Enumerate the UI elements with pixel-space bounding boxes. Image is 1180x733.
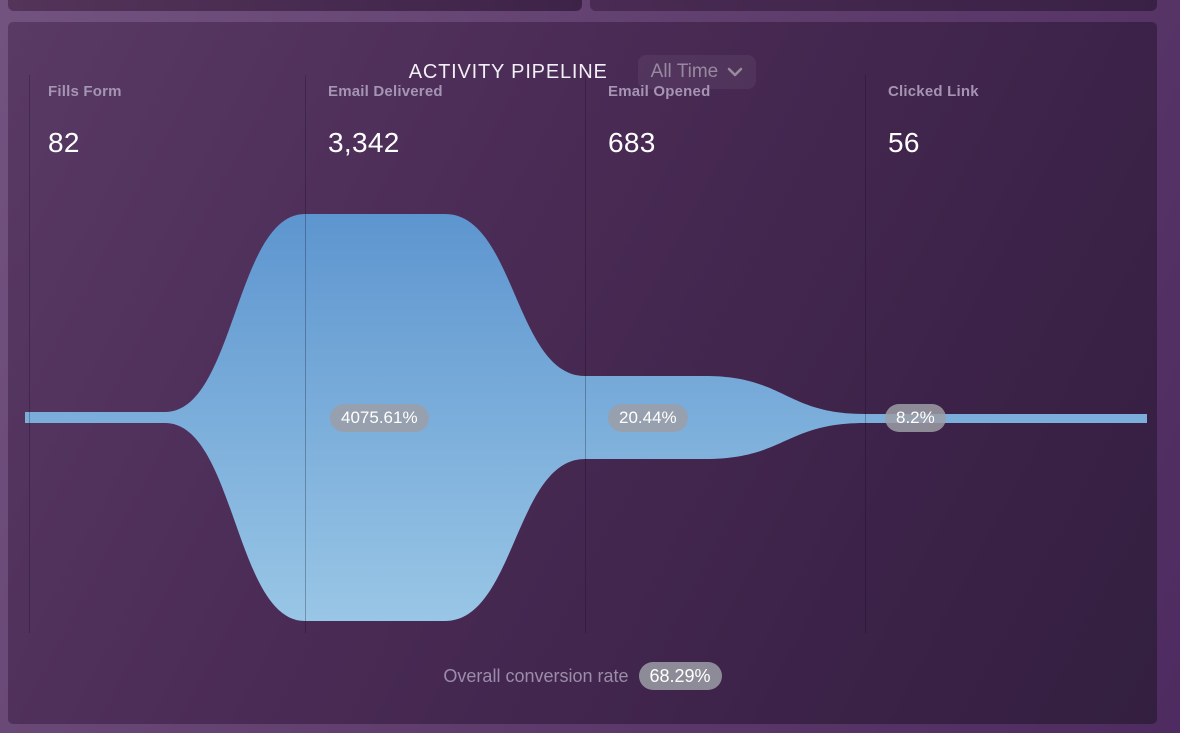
stage-fills-form: Fills Form 82 — [48, 83, 122, 159]
stage-label: Email Delivered — [328, 83, 443, 100]
activity-pipeline-card: ACTIVITY PIPELINE All Time Fills Form 82… — [8, 22, 1157, 724]
overall-conversion-label: Overall conversion rate — [443, 665, 629, 686]
overall-conversion-row: Overall conversion rate 68.29% — [8, 662, 1157, 690]
funnel-area — [25, 214, 1147, 621]
stage-divider-2 — [305, 75, 306, 633]
stage-clicked-link: Clicked Link 56 — [888, 83, 979, 159]
time-filter-value: All Time — [650, 61, 719, 82]
panel-header: ACTIVITY PIPELINE All Time — [8, 52, 1157, 92]
stage-value: 56 — [888, 127, 920, 158]
stage-value: 683 — [608, 127, 656, 158]
stage-label: Clicked Link — [888, 83, 979, 100]
stage-label: Email Opened — [608, 83, 711, 100]
conversion-badge-clicked-link: 8.2% — [885, 404, 946, 432]
stage-divider-3 — [585, 75, 586, 633]
stage-email-opened: Email Opened 683 — [608, 83, 710, 159]
funnel-chart — [25, 214, 1147, 621]
overall-conversion-badge: 68.29% — [638, 662, 722, 690]
stage-email-delivered: Email Delivered 3,342 — [328, 83, 443, 159]
conversion-badge-email-delivered: 4075.61% — [330, 404, 429, 432]
time-filter-dropdown[interactable]: All Time — [637, 55, 757, 89]
panel-title: ACTIVITY PIPELINE — [408, 60, 608, 83]
top-right-card-edge — [590, 0, 1157, 11]
top-left-card-edge — [8, 0, 582, 11]
stage-label: Fills Form — [48, 83, 122, 100]
chevron-down-icon — [727, 67, 743, 77]
stage-value: 3,342 — [328, 127, 400, 158]
stage-divider-4 — [865, 75, 866, 633]
stage-divider-1 — [29, 75, 30, 633]
stage-value: 82 — [48, 127, 80, 158]
conversion-badge-email-opened: 20.44% — [608, 404, 688, 432]
